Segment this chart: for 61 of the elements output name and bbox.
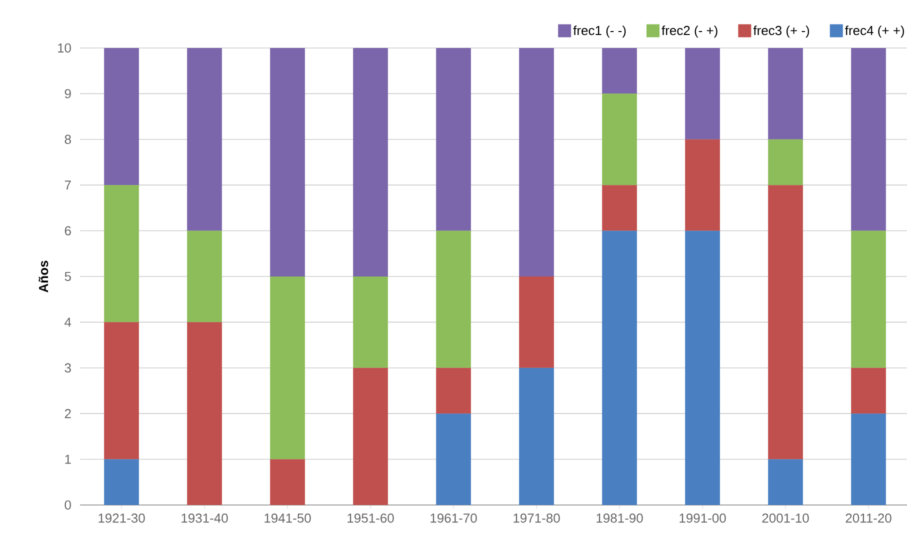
bar [436,368,471,414]
bar [768,459,803,505]
y-tick-label: 4 [64,318,72,327]
bar [602,185,637,231]
bar [104,48,139,186]
x-tick-label: 2001-10 [762,514,809,523]
bar [104,322,139,460]
bar [187,48,222,231]
bar [602,230,637,505]
y-tick-label: 7 [64,180,71,190]
bar [353,48,388,276]
y-tick-label: 0 [64,500,71,510]
bar [104,459,139,505]
bar [519,368,554,505]
x-tick-label: 1991-00 [680,514,726,523]
x-tick-label: 1961-70 [430,514,477,523]
bar [851,230,886,368]
bar [602,94,637,186]
legend-label: frec2 (- +) [662,26,718,38]
bar [187,230,222,322]
bar [768,139,803,186]
bar [436,48,471,231]
bar [270,459,305,505]
bar [851,48,886,231]
y-tick-label: 10 [58,43,71,53]
legend-label: frec3 (+ -) [753,26,810,38]
bar [353,368,388,505]
legend-label: frec4 (+ +) [845,26,904,38]
bar [270,48,305,276]
bar [851,368,886,414]
x-tick-label: 1931-40 [182,514,228,523]
y-tick-label: 1 [65,454,71,464]
x-tick-label: 1941-50 [264,514,311,523]
bar [685,48,720,140]
bar [602,48,637,94]
x-tick-label: 1921-30 [98,514,145,523]
bar [270,276,305,460]
x-tick-label: 1971-80 [514,514,560,523]
y-axis-title: Años [38,260,48,292]
bar [768,185,803,460]
y-tick-label: 8 [64,134,71,144]
y-tick-label: 5 [64,272,71,282]
bar [768,48,803,140]
bar [436,230,471,368]
x-tick-label: 2011-20 [846,514,892,523]
bar [851,414,886,505]
y-tick-label: 2 [64,409,71,418]
legend-label: frec1 (- -) [573,26,626,38]
bar [519,48,554,276]
bar [685,139,720,231]
x-tick-label: 1981-90 [596,514,643,523]
bar [187,322,222,505]
y-tick-label: 3 [64,363,71,372]
y-tick-label: 9 [64,89,71,98]
bar [104,185,139,322]
bar [436,414,471,505]
bar [685,230,720,505]
bar [353,276,388,368]
y-tick-label: 6 [64,226,71,236]
bar [519,276,554,368]
x-tick-label: 1951-60 [348,514,394,523]
